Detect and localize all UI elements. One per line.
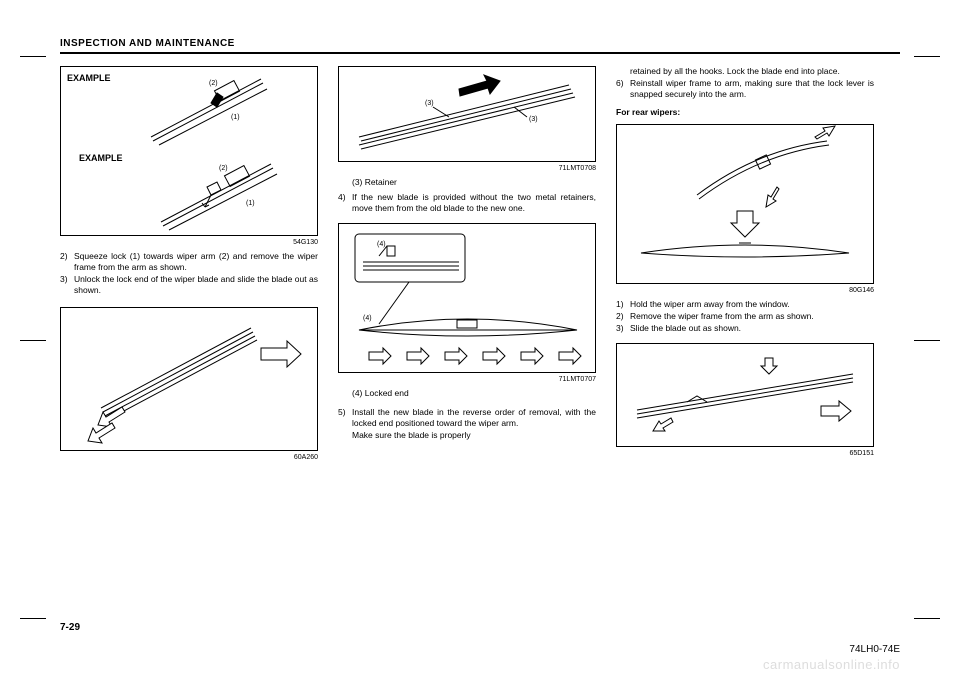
figure-3: (3) (3) <box>338 66 596 162</box>
column-3: retained by all the hooks. Lock the blad… <box>616 66 874 466</box>
figure-code: 65D151 <box>616 449 874 458</box>
figure-6 <box>616 343 874 447</box>
column-1: EXAMPLE EXAMPLE (2) (1) <box>60 66 318 466</box>
list-num: 4) <box>338 192 352 214</box>
crop-mark <box>914 56 940 57</box>
list-num <box>616 66 630 77</box>
list-text: Slide the blade out as shown. <box>630 323 874 334</box>
list-item: retained by all the hooks. Lock the blad… <box>616 66 874 77</box>
section-header: INSPECTION AND MAINTENANCE <box>60 38 900 49</box>
list-text: Hold the wiper arm away from the window. <box>630 299 874 310</box>
list-text: Make sure the blade is properly <box>352 430 596 441</box>
crop-mark <box>914 618 940 619</box>
figure-code: 60A260 <box>60 453 318 462</box>
list-num: 1) <box>616 299 630 310</box>
figure-4: (4) (4) <box>338 223 596 373</box>
list-item: 4) If the new blade is provided without … <box>338 192 596 214</box>
fig-label-2: (2) <box>219 165 228 172</box>
figure-code: 80G146 <box>616 286 874 295</box>
fig-label-4: (4) <box>363 315 372 322</box>
list-item: 3) Slide the blade out as shown. <box>616 323 874 334</box>
header-rule <box>60 52 900 54</box>
list-item: 6) Reinstall wiper frame to arm, making … <box>616 78 874 100</box>
figure-1: EXAMPLE EXAMPLE (2) (1) <box>60 66 318 236</box>
rear-wipers-heading: For rear wipers: <box>616 107 874 118</box>
list-num: 2) <box>60 251 74 273</box>
list-text: Reinstall wiper frame to arm, making sur… <box>630 78 874 100</box>
fig-label-1: (1) <box>231 114 240 121</box>
fig-label-2: (2) <box>209 80 218 87</box>
list-num: 5) <box>338 407 352 429</box>
figure-code: 71LMT0707 <box>338 375 596 384</box>
figure-code: 54G130 <box>60 238 318 247</box>
list-num: 6) <box>616 78 630 100</box>
figure-2 <box>60 307 318 451</box>
list-text: If the new blade is provided without the… <box>352 192 596 214</box>
caption-locked-end: (4) Locked end <box>352 388 596 399</box>
crop-mark <box>914 340 940 341</box>
list-text: retained by all the hooks. Lock the blad… <box>630 66 874 77</box>
crop-mark <box>20 618 46 619</box>
list-text: Squeeze lock (1) towards wiper arm (2) a… <box>74 251 318 273</box>
list-num <box>338 430 352 441</box>
example-label: EXAMPLE <box>79 153 123 165</box>
watermark: carmanualsonline.info <box>763 657 900 672</box>
list-text: Remove the wiper frame from the arm as s… <box>630 311 874 322</box>
figure-5 <box>616 124 874 284</box>
list-item: Make sure the blade is properly <box>338 430 596 441</box>
list-num: 3) <box>616 323 630 334</box>
page-number: 7-29 <box>60 622 80 633</box>
crop-mark <box>20 56 46 57</box>
manual-page: INSPECTION AND MAINTENANCE EXAMPLE EXAMP… <box>0 0 960 679</box>
figure-code: 71LMT0708 <box>338 164 596 173</box>
list-item: 1) Hold the wiper arm away from the wind… <box>616 299 874 310</box>
list-item: 2) Remove the wiper frame from the arm a… <box>616 311 874 322</box>
list-text: Install the new blade in the reverse ord… <box>352 407 596 429</box>
example-label: EXAMPLE <box>67 73 111 85</box>
caption-retainer: (3) Retainer <box>352 177 596 188</box>
crop-mark <box>20 340 46 341</box>
list-item: 5) Install the new blade in the reverse … <box>338 407 596 429</box>
doc-code: 74LH0-74E <box>849 644 900 655</box>
list-item: 2) Squeeze lock (1) towards wiper arm (2… <box>60 251 318 273</box>
content-columns: EXAMPLE EXAMPLE (2) (1) <box>60 66 900 466</box>
column-2: (3) (3) 71LMT0708 (3) Retainer 4) If the… <box>338 66 596 466</box>
fig-label-3: (3) <box>425 100 434 107</box>
fig-label-4: (4) <box>377 241 386 248</box>
fig-label-3: (3) <box>529 116 538 123</box>
fig-label-1: (1) <box>246 200 255 207</box>
list-num: 2) <box>616 311 630 322</box>
list-item: 3) Unlock the lock end of the wiper blad… <box>60 274 318 296</box>
list-text: Unlock the lock end of the wiper blade a… <box>74 274 318 296</box>
list-num: 3) <box>60 274 74 296</box>
